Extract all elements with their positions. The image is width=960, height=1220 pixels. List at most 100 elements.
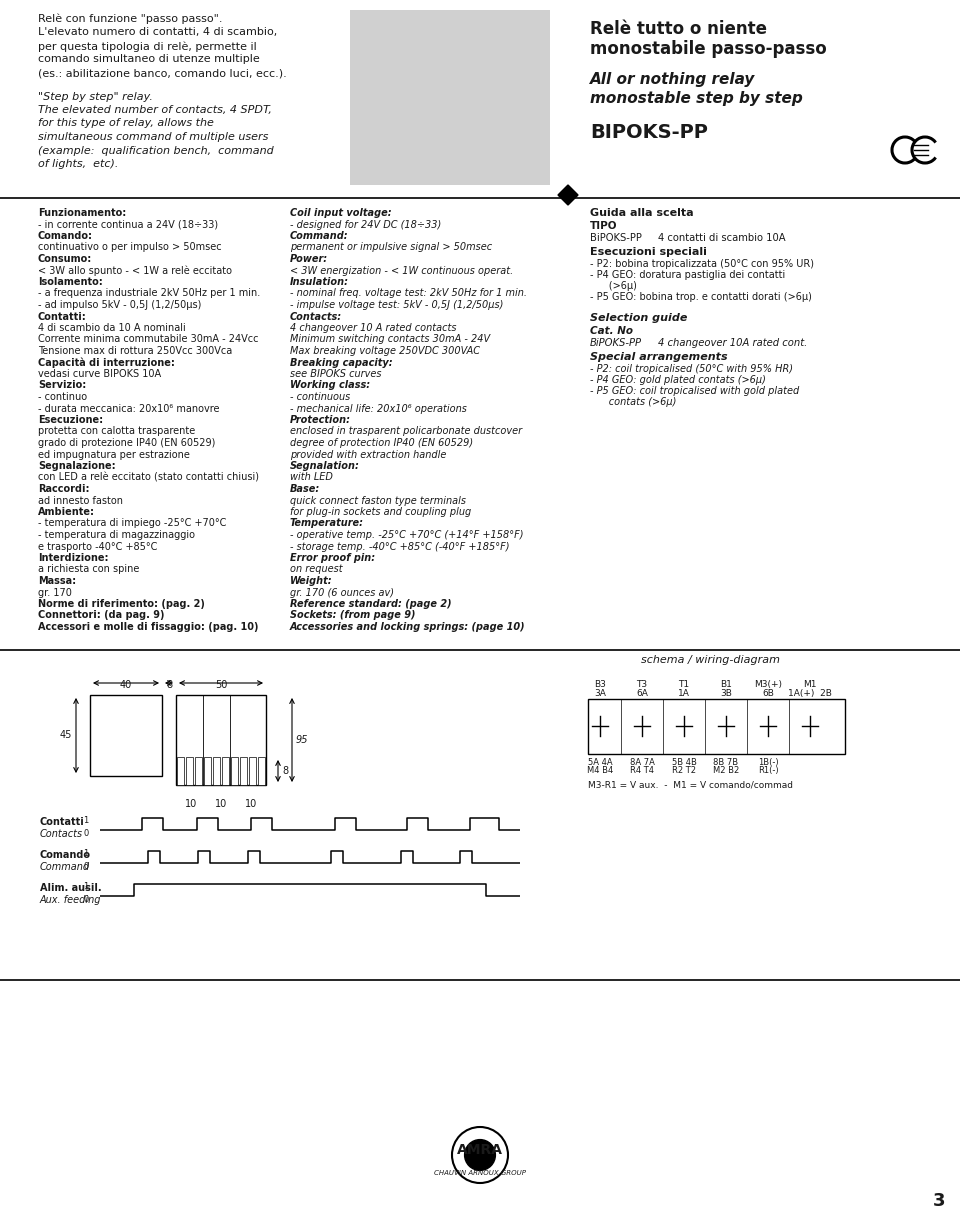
Text: Relè con funzione "passo passo".: Relè con funzione "passo passo".: [38, 13, 223, 24]
Text: 1B(-): 1B(-): [757, 758, 779, 767]
Text: Comando: Comando: [40, 850, 91, 860]
Text: M1: M1: [804, 680, 817, 689]
Bar: [222, 756, 229, 784]
Text: 4 contatti di scambio 10A: 4 contatti di scambio 10A: [658, 233, 785, 243]
Text: Tensione max di rottura 250Vcc 300Vca: Tensione max di rottura 250Vcc 300Vca: [38, 346, 232, 356]
Text: R2 T2: R2 T2: [672, 766, 696, 775]
Text: vedasi curve BIPOKS 10A: vedasi curve BIPOKS 10A: [38, 368, 161, 379]
Text: - P4 GEO: doratura pastiglia dei contatti: - P4 GEO: doratura pastiglia dei contatt…: [590, 270, 785, 281]
Text: 0: 0: [83, 830, 88, 838]
Text: see BIPOKS curves: see BIPOKS curves: [290, 368, 381, 379]
Text: 5B 4B: 5B 4B: [672, 758, 696, 767]
Text: Esecuzioni speciali: Esecuzioni speciali: [590, 246, 707, 257]
Text: con LED a relè eccitato (stato contatti chiusi): con LED a relè eccitato (stato contatti …: [38, 472, 259, 482]
Text: Capacità di interruzione:: Capacità di interruzione:: [38, 357, 175, 368]
Text: Isolamento:: Isolamento:: [38, 277, 103, 287]
Bar: [213, 756, 220, 784]
Text: (example:  qualification bench,  command: (example: qualification bench, command: [38, 145, 274, 155]
Text: T1: T1: [679, 680, 689, 689]
Text: 4 changeover 10A rated cont.: 4 changeover 10A rated cont.: [658, 338, 807, 348]
Text: B1: B1: [720, 680, 732, 689]
Text: per questa tipologia di relè, permette il: per questa tipologia di relè, permette i…: [38, 41, 256, 51]
Text: ad innesto faston: ad innesto faston: [38, 495, 123, 505]
Text: 8A 7A: 8A 7A: [630, 758, 655, 767]
Circle shape: [465, 1139, 495, 1170]
Text: - impulse voltage test: 5kV - 0,5J (1,2/50μs): - impulse voltage test: 5kV - 0,5J (1,2/…: [290, 300, 503, 310]
Bar: [195, 756, 202, 784]
Text: - operative temp. -25°C +70°C (+14°F +158°F): - operative temp. -25°C +70°C (+14°F +15…: [290, 529, 523, 540]
Text: schema / wiring-diagram: schema / wiring-diagram: [641, 655, 780, 665]
Text: provided with extraction handle: provided with extraction handle: [290, 449, 446, 460]
Text: 0: 0: [83, 863, 88, 871]
Text: CHAUVIN ARNOUX GROUP: CHAUVIN ARNOUX GROUP: [434, 1170, 526, 1176]
Text: Contatti: Contatti: [40, 817, 84, 827]
Text: grado di protezione IP40 (EN 60529): grado di protezione IP40 (EN 60529): [38, 438, 215, 448]
Text: - P4 GEO: gold plated contats (>6μ): - P4 GEO: gold plated contats (>6μ): [590, 375, 766, 386]
Text: Esecuzione:: Esecuzione:: [38, 415, 103, 425]
Text: 10: 10: [215, 799, 228, 809]
Text: Contacts: Contacts: [40, 830, 84, 839]
Text: Weight:: Weight:: [290, 576, 332, 586]
Text: Contacts:: Contacts:: [290, 311, 342, 322]
Text: BIPOKS-PP: BIPOKS-PP: [590, 123, 708, 142]
Bar: [90, 695, 162, 776]
Text: - mechanical life: 20x10⁶ operations: - mechanical life: 20x10⁶ operations: [290, 404, 467, 414]
Text: AMRA: AMRA: [457, 1143, 503, 1157]
Text: - P2: bobina tropicalizzata (50°C con 95% UR): - P2: bobina tropicalizzata (50°C con 95…: [590, 259, 814, 268]
Text: 8: 8: [282, 766, 288, 776]
Text: - storage temp. -40°C +85°C (-40°F +185°F): - storage temp. -40°C +85°C (-40°F +185°…: [290, 542, 510, 551]
Text: enclosed in trasparent policarbonate dustcover: enclosed in trasparent policarbonate dus…: [290, 427, 522, 437]
Text: 4 changeover 10 A rated contacts: 4 changeover 10 A rated contacts: [290, 323, 457, 333]
Text: TIPO: TIPO: [590, 221, 617, 231]
Text: gr. 170 (6 ounces av): gr. 170 (6 ounces av): [290, 588, 394, 598]
Text: (>6μ): (>6μ): [590, 281, 636, 292]
Text: of lights,  etc).: of lights, etc).: [38, 159, 118, 170]
Text: 6A: 6A: [636, 689, 648, 698]
Text: 3B: 3B: [720, 689, 732, 698]
Text: 40: 40: [120, 680, 132, 691]
Text: 10: 10: [245, 799, 257, 809]
Text: 8: 8: [166, 680, 172, 691]
Text: ed impugnatura per estrazione: ed impugnatura per estrazione: [38, 449, 190, 460]
Text: - P5 GEO: bobina trop. e contatti dorati (>6μ): - P5 GEO: bobina trop. e contatti dorati…: [590, 292, 812, 303]
Text: "Step by step" relay.: "Step by step" relay.: [38, 92, 153, 101]
Text: 8B 7B: 8B 7B: [713, 758, 738, 767]
Text: Servizio:: Servizio:: [38, 381, 86, 390]
Text: Minimum switching contacts 30mA - 24V: Minimum switching contacts 30mA - 24V: [290, 334, 491, 344]
Text: Aux. feeding: Aux. feeding: [40, 895, 102, 905]
Text: Norme di riferimento: (pag. 2): Norme di riferimento: (pag. 2): [38, 599, 204, 609]
Text: continuativo o per impulso > 50msec: continuativo o per impulso > 50msec: [38, 243, 222, 253]
Text: Error proof pin:: Error proof pin:: [290, 553, 375, 562]
Text: Cat. No: Cat. No: [590, 326, 633, 336]
Text: Command:: Command:: [290, 231, 348, 242]
Text: Command: Command: [40, 863, 90, 872]
Text: Max breaking voltage 250VDC 300VAC: Max breaking voltage 250VDC 300VAC: [290, 346, 480, 356]
Text: M2 B2: M2 B2: [713, 766, 739, 775]
Bar: [350, 10, 550, 185]
Text: M4 B4: M4 B4: [587, 766, 613, 775]
Text: - P2: coil tropicalised (50°C with 95% HR): - P2: coil tropicalised (50°C with 95% H…: [590, 364, 793, 375]
Bar: [240, 756, 247, 784]
Text: on request: on request: [290, 565, 343, 575]
Text: Massa:: Massa:: [38, 576, 76, 586]
Text: The elevated number of contacts, 4 SPDT,: The elevated number of contacts, 4 SPDT,: [38, 105, 272, 115]
Text: simultaneous command of multiple users: simultaneous command of multiple users: [38, 132, 269, 142]
Text: Interdizione:: Interdizione:: [38, 553, 108, 562]
Text: BiPOKS-PP: BiPOKS-PP: [590, 338, 642, 348]
Text: 1A(+)  2B: 1A(+) 2B: [788, 689, 832, 698]
Text: R1(-): R1(-): [757, 766, 779, 775]
Text: < 3W allo spunto - < 1W a relè eccitato: < 3W allo spunto - < 1W a relè eccitato: [38, 266, 232, 276]
Text: 95: 95: [296, 734, 308, 745]
Text: with LED: with LED: [290, 472, 333, 482]
Text: Reference standard: (page 2): Reference standard: (page 2): [290, 599, 451, 609]
Text: All or nothing relay: All or nothing relay: [590, 72, 756, 87]
Text: R4 T4: R4 T4: [630, 766, 654, 775]
Text: 50: 50: [215, 680, 228, 691]
Text: monostabile passo-passo: monostabile passo-passo: [590, 40, 827, 59]
Bar: [231, 756, 238, 784]
Text: BiPOKS-PP: BiPOKS-PP: [590, 233, 642, 243]
Text: Special arrangements: Special arrangements: [590, 353, 728, 362]
Text: Accessories and locking springs: (page 10): Accessories and locking springs: (page 1…: [290, 622, 526, 632]
Text: - continuous: - continuous: [290, 392, 350, 403]
Text: 1: 1: [83, 816, 88, 825]
